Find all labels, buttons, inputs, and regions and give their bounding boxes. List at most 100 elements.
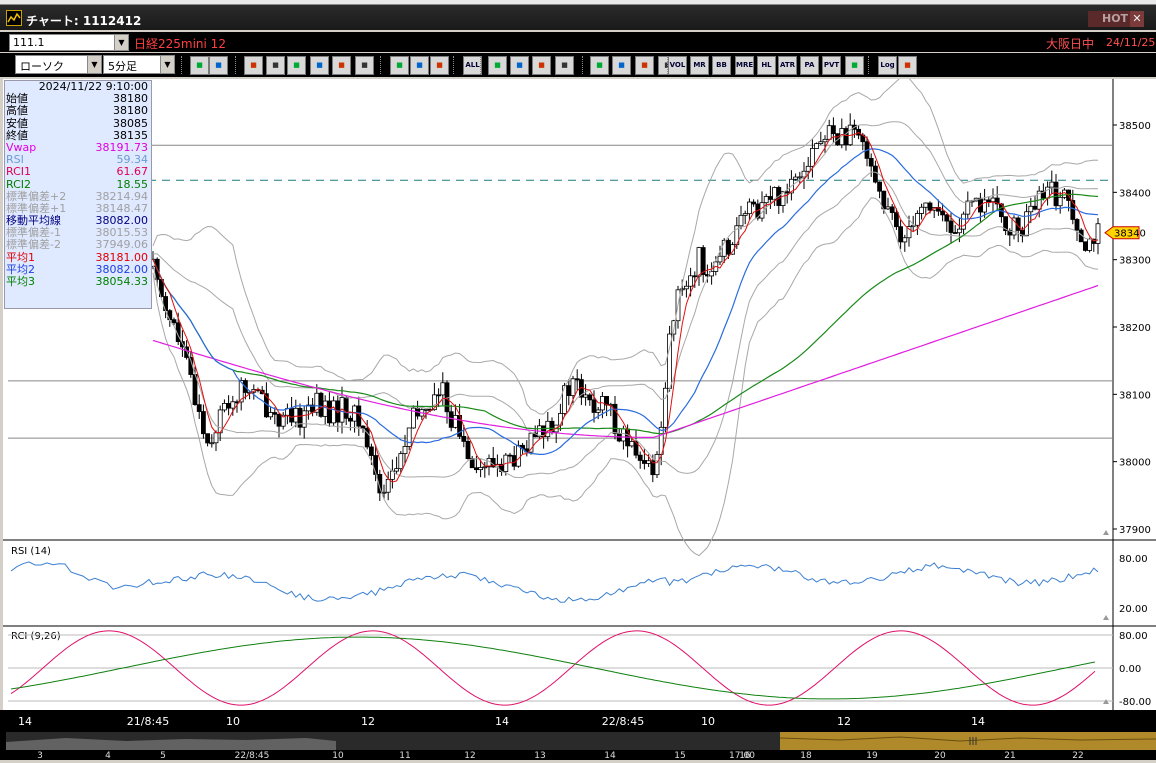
candle-body — [726, 239, 731, 255]
mr-button[interactable]: MR — [690, 56, 709, 75]
delete-button[interactable]: ■ — [355, 56, 374, 75]
candle-body — [167, 310, 173, 321]
bb-button[interactable]: BB — [712, 56, 731, 75]
box-button[interactable]: ■ — [845, 56, 864, 75]
arrow-button[interactable]: ■ — [310, 56, 329, 75]
candle-body — [289, 408, 295, 423]
pen-button[interactable]: ■ — [244, 56, 263, 75]
overview-tick-label: 17:00 — [729, 751, 755, 760]
chevron-down-icon[interactable]: ▼ — [87, 56, 101, 73]
candle-body — [440, 382, 446, 396]
symbol-code-select[interactable]: 111.1 ▼ — [9, 34, 129, 51]
candle-body — [940, 210, 945, 216]
magnify-button[interactable]: ■ — [510, 56, 529, 75]
search-button[interactable]: ■ — [190, 56, 209, 75]
mre-button[interactable]: MRE — [735, 56, 754, 75]
rci-label: RCI (9,26) — [11, 631, 61, 642]
candle-body — [221, 403, 227, 411]
candle-body — [478, 467, 484, 471]
candle-body — [406, 427, 412, 447]
rci-tick-label: -80.00 — [1119, 697, 1151, 708]
rsi-label: RSI (14) — [11, 546, 51, 557]
cursor-button[interactable]: ■ — [287, 56, 306, 75]
candle-body — [431, 394, 437, 411]
pvt-button[interactable]: PVT — [822, 56, 841, 75]
pin-button[interactable]: ■ — [590, 56, 609, 75]
candle-body — [717, 255, 723, 263]
brush-button[interactable]: ■ — [635, 56, 654, 75]
overview-tick-label: 22/8:45 — [235, 751, 270, 760]
time-tick-label: 12 — [361, 715, 375, 728]
candle-body — [814, 143, 819, 149]
candle-body — [957, 228, 962, 234]
toolbar-separator — [380, 56, 383, 74]
data-row: 高値 38180 — [5, 105, 151, 117]
time-tick-label: 22/8:45 — [602, 715, 644, 728]
time-tick-label: 14 — [971, 715, 985, 728]
time-tick-label: 21/8:45 — [127, 715, 169, 728]
para-button[interactable]: PA RA — [800, 56, 819, 75]
atr-button[interactable]: ATR — [778, 56, 797, 75]
candle-body — [272, 412, 278, 415]
bar-button[interactable]: ■ — [410, 56, 429, 75]
candle-button[interactable]: ■ — [390, 56, 409, 75]
interval-select[interactable]: 5分足 ▼ — [103, 55, 175, 74]
candle-body — [747, 201, 752, 215]
line-bar-button[interactable]: ■ — [430, 56, 449, 75]
data-row-value: 38015.53 — [95, 226, 149, 240]
candle-body — [1003, 216, 1008, 232]
candle-body — [318, 392, 324, 417]
chart-area[interactable]: 38500 38400 38300 38200 38100 38000 37900 38340… — [3, 79, 1156, 710]
log-label: Log — [880, 61, 895, 69]
hot-button[interactable]: HOT ✕ — [1088, 11, 1144, 27]
vol-button[interactable]: VOL — [668, 56, 687, 75]
candle-body — [528, 432, 534, 453]
chevron-down-icon[interactable]: ▼ — [114, 35, 128, 50]
data-row-label: 標準偏差+1 — [6, 201, 67, 215]
overview-tick-label: 5 — [160, 751, 166, 760]
data-row-label: 平均3 — [6, 275, 35, 288]
overview-scroll-thumb[interactable] — [779, 732, 1156, 750]
columns-button[interactable]: ■ — [209, 56, 228, 75]
candle-body — [633, 441, 639, 456]
chart-type-select[interactable]: ローソク ▼ — [15, 55, 102, 74]
chevron-down-icon[interactable]: ▼ — [160, 56, 174, 73]
close-icon[interactable]: ✕ — [1130, 11, 1144, 27]
header-date: 24/11/25 — [1106, 36, 1156, 49]
time-tick-label: 10 — [701, 715, 715, 728]
zoom-button[interactable]: ■ — [488, 56, 507, 75]
hl-button[interactable]: HL — [757, 56, 776, 75]
overview-tick-label: 3 — [37, 751, 43, 760]
bollinger-lower-band — [152, 197, 1099, 557]
export-button[interactable]: ■ — [898, 56, 917, 75]
candle-body — [587, 394, 593, 401]
interval-value: 5分足 — [108, 60, 137, 73]
hot-label: HOT — [1102, 12, 1129, 25]
market-session: 大阪日中 — [1046, 37, 1095, 51]
memo-button[interactable]: ■ — [332, 56, 351, 75]
candle-body — [961, 213, 966, 230]
chart-button[interactable]: ■ — [532, 56, 551, 75]
price-chart[interactable]: 38500 38400 38300 38200 38100 38000 37900 38340… — [3, 79, 1156, 710]
overview-tick-label: 18 — [800, 751, 812, 760]
alert-button[interactable]: ■ — [555, 56, 574, 75]
overview-tick-label: 19 — [866, 751, 878, 760]
price-tick-label: 38500 — [1119, 121, 1151, 132]
candle-body — [831, 125, 836, 135]
candle-body — [898, 226, 903, 243]
candle-body — [696, 247, 702, 277]
candle-body — [927, 202, 933, 211]
line-button[interactable]: ■ — [266, 56, 285, 75]
data-row-value: 38214.94 — [95, 189, 149, 203]
data-window: 2024/11/22 9:10:00 始値 38180 高値 38180 安値 38085… — [4, 80, 152, 309]
candle-body — [465, 441, 471, 460]
log-button[interactable]: Log — [878, 56, 897, 75]
overview-tick-label: 13 — [534, 751, 545, 760]
puzzle-button[interactable]: ■ — [612, 56, 631, 75]
data-row-value: 38082.00 — [95, 214, 149, 228]
candle-body — [868, 157, 874, 167]
candle-body — [818, 141, 824, 144]
candle-body — [507, 454, 513, 457]
candle-body — [360, 425, 366, 429]
all-button[interactable]: ALL — [463, 56, 482, 75]
